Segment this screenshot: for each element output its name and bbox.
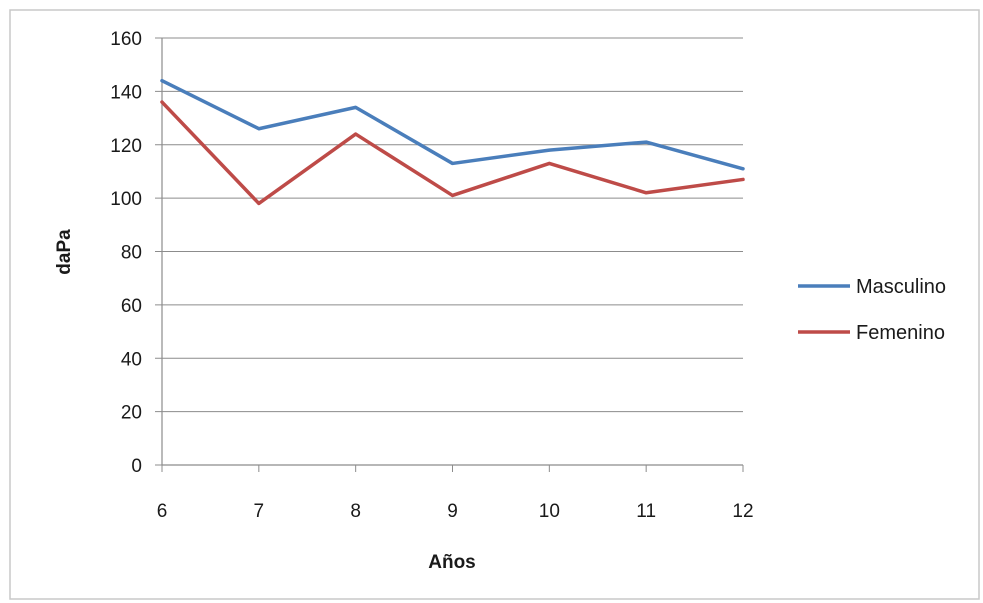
data-point-masculino	[451, 162, 454, 165]
x-tick-label: 8	[350, 501, 361, 522]
legend-label: Femenino	[856, 322, 945, 344]
y-tick-label: 40	[121, 349, 142, 370]
y-tick-label: 140	[110, 82, 142, 103]
y-tick-label: 100	[110, 189, 142, 210]
data-point-masculino	[257, 127, 260, 130]
data-point-femenino	[742, 178, 745, 181]
x-tick-label: 10	[539, 501, 560, 522]
data-point-femenino	[645, 191, 648, 194]
y-tick-label: 160	[110, 29, 142, 50]
y-axis-title: daPa	[54, 229, 75, 275]
x-tick-label: 11	[636, 501, 656, 522]
y-tick-label: 20	[121, 403, 142, 424]
data-point-masculino	[645, 141, 648, 144]
x-tick-label: 6	[157, 501, 168, 522]
data-point-femenino	[354, 133, 357, 136]
data-point-masculino	[742, 167, 745, 170]
x-axis-title: Años	[428, 552, 476, 573]
x-tick-label: 7	[254, 501, 265, 522]
legend-label: Masculino	[856, 276, 946, 298]
data-point-masculino	[354, 106, 357, 109]
y-tick-label: 60	[121, 296, 142, 317]
y-tick-label: 80	[121, 243, 142, 264]
x-tick-label: 9	[447, 501, 458, 522]
y-tick-label: 120	[110, 136, 142, 157]
data-point-femenino	[161, 101, 164, 104]
x-tick-label: 12	[732, 501, 753, 522]
y-tick-label: 0	[131, 456, 142, 477]
data-point-femenino	[548, 162, 551, 165]
data-point-masculino	[548, 149, 551, 152]
data-point-masculino	[161, 79, 164, 82]
data-point-femenino	[257, 202, 260, 205]
data-point-femenino	[451, 194, 454, 197]
